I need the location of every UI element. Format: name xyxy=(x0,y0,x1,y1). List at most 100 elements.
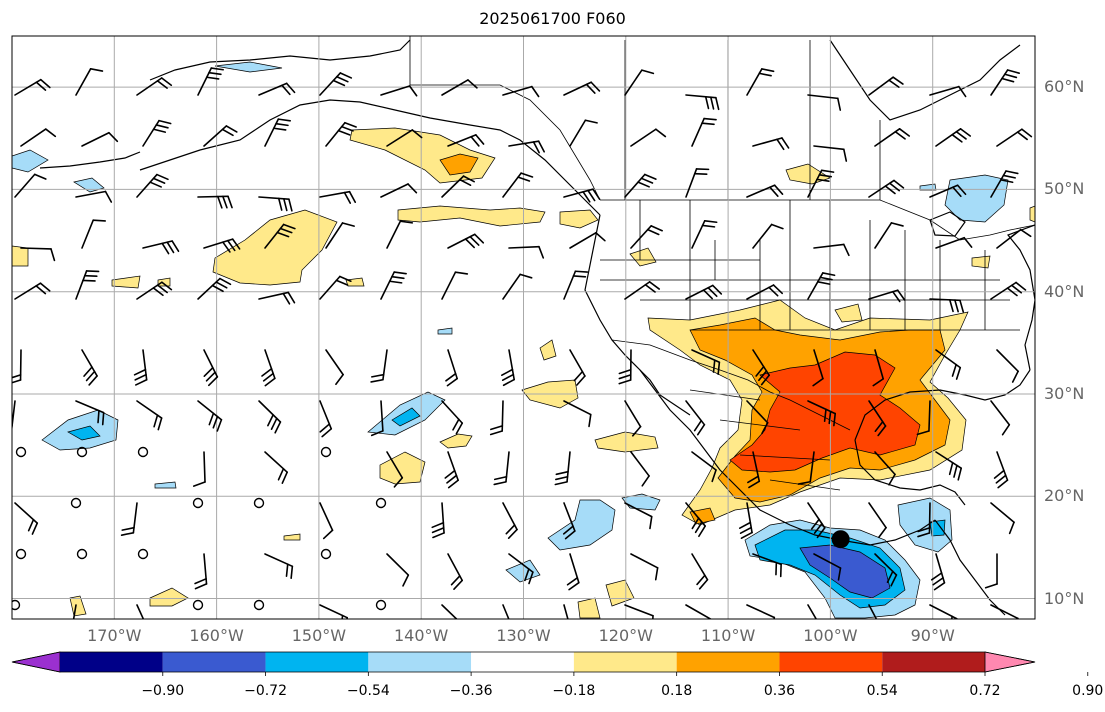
contour-pos1 xyxy=(345,277,365,287)
wind-barb xyxy=(752,223,784,249)
coastline-aleutians xyxy=(39,151,141,169)
wind-barb xyxy=(563,604,569,619)
wind-barb xyxy=(441,604,458,619)
wind-barb xyxy=(253,497,265,509)
wind-barb xyxy=(136,77,173,96)
wind-barb xyxy=(685,284,723,300)
colorbar-tick-label: −0.90 xyxy=(141,683,185,699)
colorbar-tick-label: −0.18 xyxy=(552,683,596,699)
wind-barb xyxy=(502,502,518,539)
wind-barb xyxy=(264,223,296,249)
contour-pos1 xyxy=(971,255,991,269)
wind-barb xyxy=(752,137,790,151)
contour-pos1 xyxy=(629,247,657,267)
wind-barb xyxy=(447,134,485,147)
gridlines xyxy=(12,36,1035,619)
great-lakes xyxy=(929,211,966,237)
wind-barb xyxy=(929,184,967,198)
coastlines xyxy=(39,39,1035,616)
wind-barb xyxy=(868,502,887,539)
wind-barb xyxy=(81,349,98,386)
wind-barb xyxy=(813,145,848,162)
wind-barb xyxy=(258,400,282,434)
contour-pos1 xyxy=(12,245,29,267)
wind-barb xyxy=(929,85,967,98)
lon-tick-label: 160°W xyxy=(189,626,244,645)
wind-barb xyxy=(746,284,784,300)
wind-barb xyxy=(380,271,407,300)
wind-barb xyxy=(624,502,653,530)
wind-barb xyxy=(493,451,510,486)
wind-barb xyxy=(142,119,172,147)
contour-neg1 xyxy=(214,61,283,73)
contour-neg1 xyxy=(12,149,49,173)
wind-barb xyxy=(813,553,842,581)
contour-neg1 xyxy=(919,183,937,191)
wind-barb xyxy=(14,282,51,300)
wind-barb xyxy=(874,553,898,587)
wind-barb xyxy=(261,349,276,387)
wind-barb xyxy=(264,118,292,147)
wind-barb xyxy=(807,604,818,619)
wind-barb xyxy=(874,222,904,249)
lat-tick-label: 50°N xyxy=(1044,179,1085,199)
wind-barb xyxy=(445,349,458,387)
wind-barb xyxy=(990,400,1011,436)
wind-barb xyxy=(508,553,534,585)
contour-pos1 xyxy=(594,431,659,453)
contour-pos1 xyxy=(439,433,473,449)
wind-barb xyxy=(996,349,1019,383)
wind-barb xyxy=(447,553,463,590)
wind-barb xyxy=(386,220,414,249)
wind-barb xyxy=(441,400,464,435)
wind-barb xyxy=(917,502,931,538)
wind-barb xyxy=(685,94,720,111)
wind-barb xyxy=(375,497,387,509)
coastline-gulf xyxy=(854,369,1031,441)
wind-barb xyxy=(15,548,27,560)
colorbar-tick-label: 0.90 xyxy=(1072,683,1104,699)
wind-barb xyxy=(192,497,204,509)
wind-barb xyxy=(569,349,586,386)
colorbar xyxy=(11,651,1089,676)
wind-barb xyxy=(12,599,21,611)
wind-barb xyxy=(325,222,355,249)
wind-barb xyxy=(70,497,82,509)
wind-barb xyxy=(738,502,753,540)
wind-barb xyxy=(444,451,459,489)
wind-barb xyxy=(984,553,998,589)
wind-barb xyxy=(75,270,100,300)
wind-barb xyxy=(325,121,357,147)
wind-barb xyxy=(752,349,770,386)
contour-pos1 xyxy=(559,209,599,229)
wind-barb xyxy=(752,553,782,578)
wind-barb xyxy=(868,400,887,437)
wind-barb xyxy=(807,400,837,427)
wind-barb xyxy=(618,349,632,385)
wind-barb xyxy=(15,446,27,458)
wind-barb xyxy=(264,451,288,484)
map-frame xyxy=(11,35,1036,620)
wind-barb xyxy=(990,69,1020,96)
wind-barb xyxy=(508,140,545,154)
lon-tick-label: 110°W xyxy=(700,626,756,645)
wind-barb xyxy=(320,548,332,560)
wind-barb xyxy=(319,604,348,619)
colorbar-swatch xyxy=(676,652,780,672)
wind-barb xyxy=(935,128,972,147)
contour-neg2 xyxy=(929,519,946,537)
wind-barb xyxy=(746,604,776,619)
wind-barb xyxy=(319,502,334,540)
lat-tick-label: 60°N xyxy=(1044,77,1085,97)
wind-barb xyxy=(797,451,815,485)
wind-barb xyxy=(624,173,657,198)
contour-pos1 xyxy=(397,205,546,227)
colorbar-tick-label: 0.72 xyxy=(969,683,1001,699)
wind-barb xyxy=(874,451,896,486)
contour-neg1 xyxy=(547,499,616,551)
lat-tick-label: 10°N xyxy=(1044,588,1085,608)
wind-barb xyxy=(203,349,219,387)
wind-barb xyxy=(685,604,713,619)
lat-tick-label: 20°N xyxy=(1044,486,1085,506)
